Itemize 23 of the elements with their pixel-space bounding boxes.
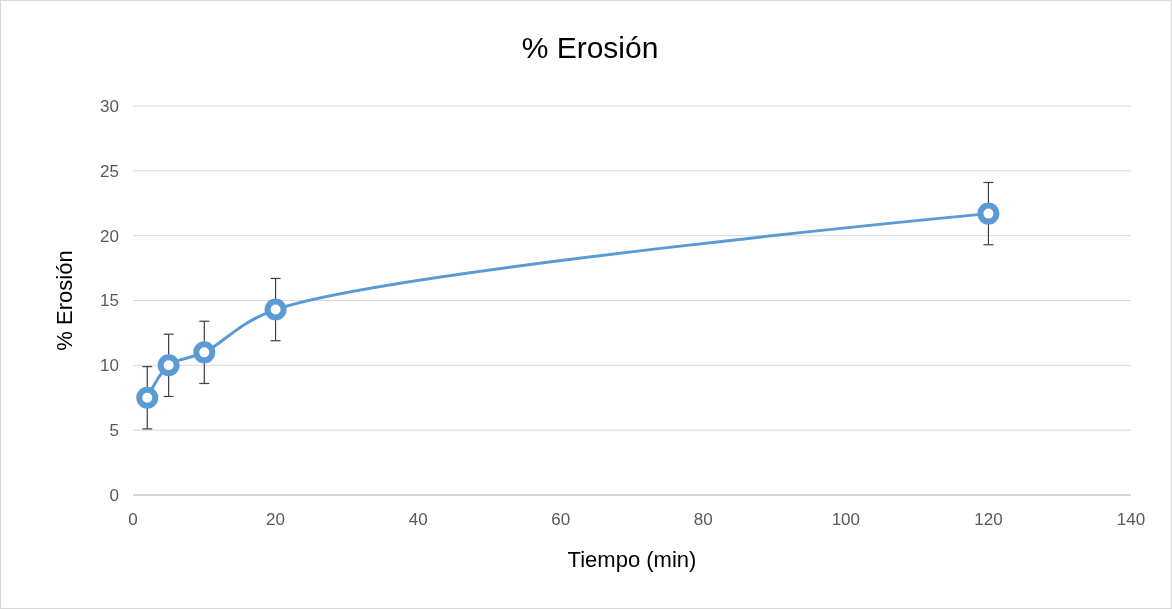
x-tick-label: 140	[1116, 510, 1146, 529]
x-tick-label: 100	[831, 510, 861, 529]
x-axis-title: Tiempo (min)	[567, 547, 697, 572]
y-tick-label: 10	[100, 356, 119, 376]
y-tick-label: 15	[100, 291, 119, 311]
x-tick-label: 60	[551, 510, 571, 529]
x-tick-label: 20	[266, 510, 286, 529]
y-tick-label: 30	[100, 96, 119, 116]
x-tick-label: 0	[128, 510, 138, 529]
y-tick-label: 25	[100, 161, 119, 181]
y-axis-title: % Erosión	[52, 250, 77, 351]
x-tick-label: 40	[408, 510, 428, 529]
point	[136, 386, 159, 409]
chart-title: % Erosión	[521, 31, 659, 64]
x-tick-label: 80	[693, 510, 713, 529]
y-tick-label: 0	[109, 485, 119, 505]
point	[264, 298, 287, 321]
point	[157, 354, 180, 377]
y-tick-label: 5	[109, 421, 119, 441]
y-tick-label: 20	[100, 226, 119, 246]
point	[193, 341, 216, 364]
point	[977, 202, 1000, 225]
x-tick-label: 120	[974, 510, 1003, 529]
